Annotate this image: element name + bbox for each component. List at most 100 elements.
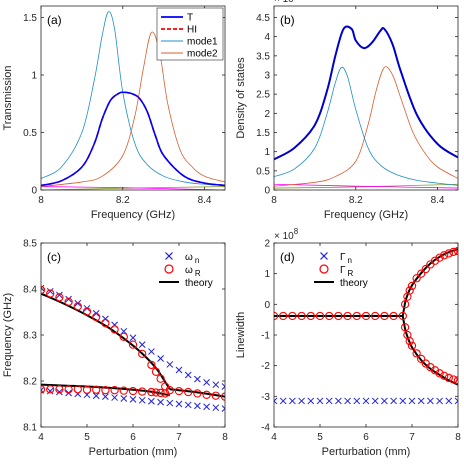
omega-R-marker [46,289,55,298]
panel-a: 8 8.2 8.4 0 0.5 1 1.5 Frequency (GHz) Transmissi… [2,5,226,221]
cross-stroke [212,381,220,389]
omega-R-marker [202,390,211,399]
gamma-n-marker [417,397,425,405]
x-tick-label: 4 [38,432,44,443]
gamma-R-marker [417,269,426,278]
legend-entry: mode2 [187,49,218,60]
y-tick-label: 8.2 [23,377,37,388]
omega-n-marker [157,355,164,362]
cross-stroke [371,397,379,405]
x-tick-label: 8 [271,195,277,206]
x-tick-label: 8 [455,432,461,443]
cross-stroke [65,295,72,303]
x-tick-label: 5 [84,432,90,443]
omega-R-marker [147,387,156,397]
gamma-R-marker [412,349,421,358]
cross-stroke [184,371,192,379]
legend-entry-sub: n [348,256,352,265]
exponent-base: × 10 [274,231,294,242]
omega-R-marker [151,367,161,376]
y-axis-label: Transmission [2,66,14,131]
omega-n-marker [138,341,146,349]
gamma-n-marker [344,397,351,405]
exponent-power: 8 [294,227,299,236]
gamma-n-marker [298,397,305,405]
legend-marker [164,264,174,274]
cross-stroke [56,291,63,299]
legend-entry-name: theory [185,278,213,289]
omega-R-marker [92,385,101,394]
x-tick-label: 6 [363,432,369,443]
cross-stroke [184,401,192,409]
cross-stroke [46,287,54,295]
cross-stroke [148,348,155,355]
x-axis-label: Frequency (GHz) [91,209,175,221]
omega-n-marker [129,396,137,403]
panel-label: (d) [280,250,295,264]
gamma-n-marker [274,397,278,405]
cross-stroke [274,397,278,402]
y-tick-label: 4 [264,32,270,43]
axis-exponent: × 108 [274,227,299,242]
cross-stroke [289,397,296,405]
cross-stroke [344,397,351,405]
omega-n-marker [92,392,100,400]
omega-R-marker [174,386,184,396]
gamma-R-marker [407,281,417,291]
x-axis-label: Frequency (GHz) [324,209,408,221]
cross-stroke [408,397,416,405]
omega-R-marker [119,332,128,341]
omega-R-marker [128,340,138,349]
cross-stroke [41,284,45,289]
y-tick-label: 0.5 [256,166,270,177]
legend-entry: HI [187,25,197,36]
gamma-R-marker [334,311,343,321]
gamma-R-marker [288,311,297,321]
gamma-n-marker [279,397,287,405]
omega-R-marker [151,388,161,397]
omega-n-marker [175,366,183,374]
gamma-n-marker [454,397,458,405]
omega-R-marker [193,389,202,398]
omega-n-marker [138,396,146,404]
cross-stroke [325,397,333,405]
omega-n-marker [175,400,183,408]
omega-n-marker [221,405,225,412]
y-tick-label: 8.4 [23,285,37,296]
cross-stroke [92,392,100,400]
gamma-n-marker [353,397,361,405]
omega-n-marker [221,383,225,390]
y-tick-label: 0.5 [23,128,37,139]
x-tick-label: 7 [176,432,182,443]
omega-n-marker [194,375,201,383]
omega-n-marker [148,348,155,355]
cross-stroke [353,397,361,405]
theory-line [169,388,225,398]
cross-stroke [111,394,118,401]
axis-exponent: × 10-9 [274,0,301,5]
omega-R-marker [82,307,92,316]
omega-R-marker [138,349,147,359]
gamma-R-marker [449,375,458,384]
panel-label: (a) [47,13,62,27]
gamma-R-marker [389,311,398,321]
cross-stroke [56,388,63,396]
omega-R-marker [73,385,82,394]
omega-R-marker [156,374,165,383]
omega-n-marker [166,399,174,407]
axes-frame [40,5,226,191]
legend-entry-sub: R [195,269,201,278]
x-tick-label: 4 [271,432,277,443]
y-tick-label: 2 [264,109,270,120]
cross-stroke [203,379,210,386]
omega-n-marker [46,387,54,395]
cross-stroke [362,397,370,405]
omega-R-marker [64,297,73,307]
y-axis-label: Density of states [235,57,247,139]
cross-stroke [316,397,324,405]
panel-b: 8 8.2 8.4 0 0.5 1 1.5 2 2.5 3 3.5 4 4.5 Frequency (GH… [235,0,459,221]
omega-R-marker [110,386,119,395]
